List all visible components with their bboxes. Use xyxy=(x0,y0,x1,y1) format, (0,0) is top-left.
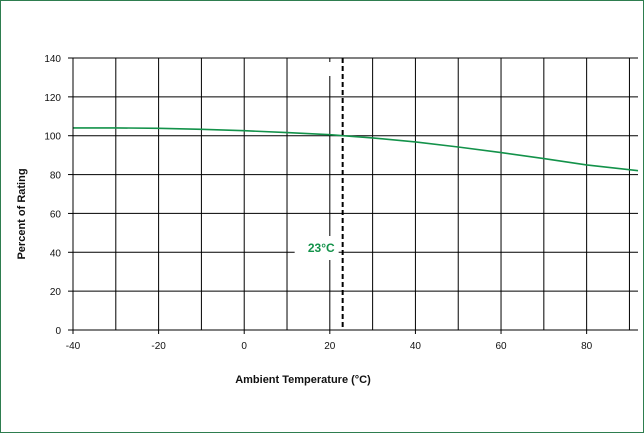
x-axis-title: Ambient Temperature (°C) xyxy=(235,374,371,386)
series-layer xyxy=(73,127,639,172)
x-tick-label--40: -40 xyxy=(66,341,81,352)
reference-label-bg xyxy=(294,236,339,260)
y-axis-title: Percent of Rating xyxy=(16,168,28,259)
axis-layer: 0 20 40 60 80 100 120 140 -40 -20 0 20 40 60 80 xyxy=(44,54,638,352)
x-tick-label-80: 80 xyxy=(581,341,593,352)
y-tick-label-60: 60 xyxy=(50,209,62,220)
reference-layer: 23°C xyxy=(294,58,365,330)
y-tick-label-140: 140 xyxy=(44,54,61,65)
x-tick-label-0: 0 xyxy=(241,341,247,352)
x-tick-label-20: 20 xyxy=(324,341,336,352)
y-tick-label-80: 80 xyxy=(50,171,62,182)
y-tick-label-120: 120 xyxy=(44,93,61,104)
x-tick-label-60: 60 xyxy=(495,341,507,352)
y-tick-label-40: 40 xyxy=(50,248,62,259)
reference-label: 23°C xyxy=(308,241,335,255)
x-tick-label--20: -20 xyxy=(151,341,166,352)
y-tick-label-20: 20 xyxy=(50,287,62,298)
series-line-0 xyxy=(73,127,639,172)
x-tick-label-40: 40 xyxy=(410,341,422,352)
y-tick-label-100: 100 xyxy=(44,132,61,143)
grid-layer xyxy=(73,57,638,330)
y-tick-label-0: 0 xyxy=(55,326,61,337)
